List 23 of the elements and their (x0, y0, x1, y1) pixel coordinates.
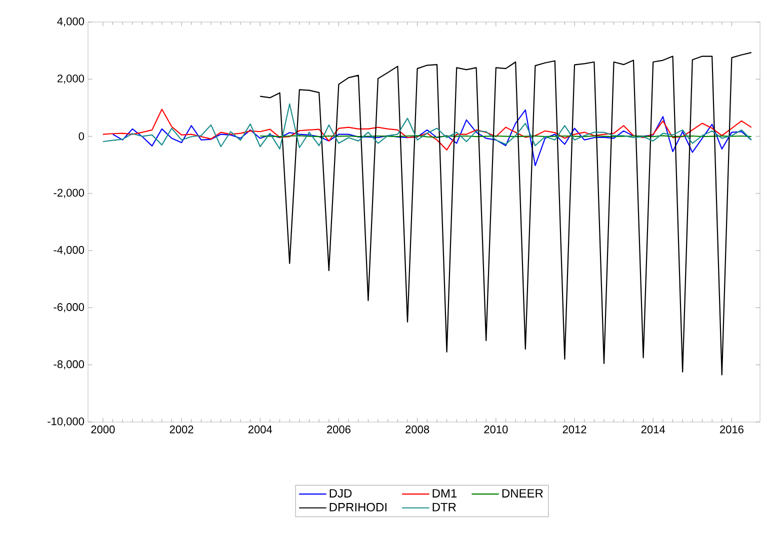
x-tick-label: 2004 (248, 426, 272, 434)
x-tick-label: 2008 (406, 426, 430, 434)
y-tick-label: -2,000 (54, 188, 84, 198)
x-tick-label: 2014 (641, 426, 666, 434)
legend-label: DNEER (502, 489, 543, 498)
y-tick-label: 4,000 (57, 17, 84, 27)
legend-label: DTR (432, 502, 456, 512)
legend-label: DM1 (432, 489, 457, 498)
x-tick-label: 2012 (562, 426, 586, 434)
y-tick-label: -4,000 (54, 246, 84, 256)
x-tick-label: 2016 (720, 426, 744, 434)
x-tick-label: 2000 (91, 426, 115, 434)
y-tick-label: 0 (78, 132, 84, 140)
x-tick-label: 2002 (170, 426, 194, 434)
y-tick-label: -6,000 (54, 303, 84, 312)
line-series (260, 52, 752, 376)
x-tick-label: 2006 (327, 426, 350, 434)
legend-label: DJD (330, 489, 352, 498)
y-tick-label: -8,000 (54, 360, 84, 370)
y-tick-label: -10,000 (48, 417, 84, 427)
y-tick-label: 2,000 (57, 74, 84, 84)
legend-label: DPRIHODI (330, 502, 386, 512)
x-tick-label: 2010 (484, 426, 508, 434)
